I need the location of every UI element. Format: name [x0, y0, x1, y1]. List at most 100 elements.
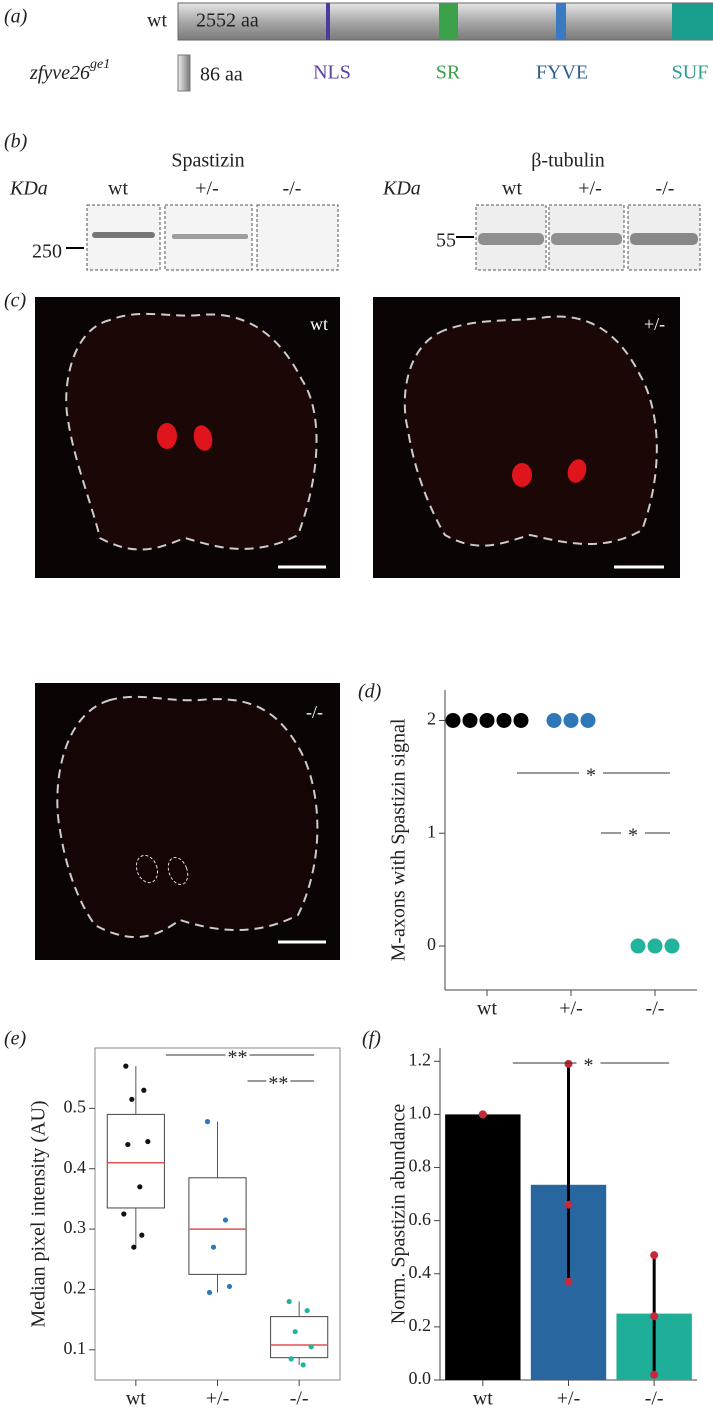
wt-label: wt [147, 10, 167, 32]
domain-label: FYVE [536, 62, 588, 84]
point [300, 1362, 306, 1368]
dot [580, 712, 596, 728]
domain-label: NLS [313, 62, 351, 84]
y-tick-label: 0 [427, 934, 436, 954]
blot-unit: KDa [9, 178, 48, 200]
box [188, 1177, 247, 1275]
y-axis-label: Median pixel intensity (AU) [28, 1100, 50, 1327]
blot-title: Spastizin [171, 150, 244, 172]
point [222, 1217, 229, 1223]
significance-label: ** [268, 1073, 288, 1095]
domain-label: SR [436, 62, 461, 84]
band [630, 233, 698, 245]
panel-label: (a) [4, 6, 28, 28]
domain-band [556, 3, 566, 40]
y-tick-label: 1.0 [409, 1103, 432, 1123]
point [308, 1344, 314, 1350]
dot [445, 712, 461, 728]
box [270, 1316, 329, 1359]
image: wt [35, 297, 340, 578]
x-tick-label: +/- [206, 1388, 230, 1410]
y-tick-label: 0.2 [64, 1278, 87, 1298]
y-tick-label: 1.2 [409, 1049, 432, 1069]
domain-label: SUF [672, 62, 709, 84]
lane-label: +/- [578, 178, 602, 200]
point [139, 1232, 145, 1238]
y-tick-label: 0.2 [409, 1315, 432, 1335]
dot [496, 712, 512, 728]
domain-band [326, 3, 330, 40]
genotype-label: -/- [306, 702, 323, 722]
x-tick-label: wt [126, 1388, 146, 1410]
lane-label: wt [502, 178, 522, 200]
x-tick-label: +/- [559, 998, 583, 1020]
image: +/- [373, 297, 680, 578]
point [141, 1087, 147, 1093]
bar [445, 1114, 521, 1380]
box [106, 1113, 165, 1209]
wt-length: 2552 aa [196, 10, 259, 32]
y-tick-label: 0.0 [409, 1368, 432, 1388]
mutant-length: 86 aa [200, 64, 243, 86]
x-tick-label: -/- [290, 1388, 309, 1410]
x-tick-label: wt [473, 1388, 493, 1410]
point [286, 1298, 292, 1305]
significance-label: * [628, 825, 638, 847]
point [131, 1244, 137, 1250]
dot [664, 938, 680, 954]
blot-title: β-tubulin [531, 150, 605, 172]
allele: ge1 [90, 57, 110, 72]
y-tick-label: 0.8 [409, 1156, 432, 1176]
x-tick-label: wt [477, 998, 497, 1020]
y-tick-label: 0.5 [64, 1096, 87, 1116]
genotype-label: wt [310, 314, 328, 334]
point [123, 1063, 129, 1069]
point [292, 1329, 298, 1335]
marker-label: 250 [32, 241, 62, 263]
band [551, 233, 622, 245]
blot [256, 204, 339, 271]
image: -/- [35, 683, 340, 960]
panel-label: (f) [362, 1028, 381, 1050]
lane-label: -/- [656, 178, 675, 200]
point [650, 1251, 659, 1260]
x-tick-label: -/- [646, 998, 665, 1020]
point [650, 1312, 659, 1321]
point [145, 1138, 151, 1145]
domain-band [439, 3, 458, 40]
y-tick-label: 1 [427, 821, 436, 841]
y-tick-label: 0.4 [64, 1157, 87, 1177]
dot [462, 712, 478, 728]
point [206, 1289, 213, 1296]
y-tick-label: 2 [427, 709, 436, 729]
point [564, 1059, 573, 1068]
blot-unit: KDa [382, 178, 421, 200]
point [204, 1119, 211, 1125]
point [304, 1307, 310, 1314]
panel-label: (c) [4, 290, 27, 312]
y-tick-label: 0.1 [64, 1338, 87, 1358]
point [129, 1096, 135, 1102]
y-axis-label: Norm. Spastizin abundance [388, 1104, 410, 1325]
mutant-label: zfyve26ge1 [29, 57, 110, 83]
panel-label: (b) [4, 131, 28, 153]
significance-label: ** [228, 1047, 248, 1069]
domain-band [672, 3, 713, 40]
significance-label: * [586, 765, 596, 787]
point [137, 1184, 143, 1190]
panel-label: (d) [358, 681, 382, 703]
point [650, 1370, 659, 1379]
panel-label: (e) [4, 1028, 27, 1050]
dot [546, 712, 562, 728]
point [478, 1110, 487, 1119]
point [226, 1283, 233, 1290]
band [172, 234, 248, 239]
point [288, 1356, 294, 1362]
y-axis-label: M-axons with Spastizin signal [388, 718, 410, 961]
dot [513, 712, 529, 728]
band [478, 233, 544, 245]
point [125, 1141, 131, 1148]
dot [479, 712, 495, 728]
